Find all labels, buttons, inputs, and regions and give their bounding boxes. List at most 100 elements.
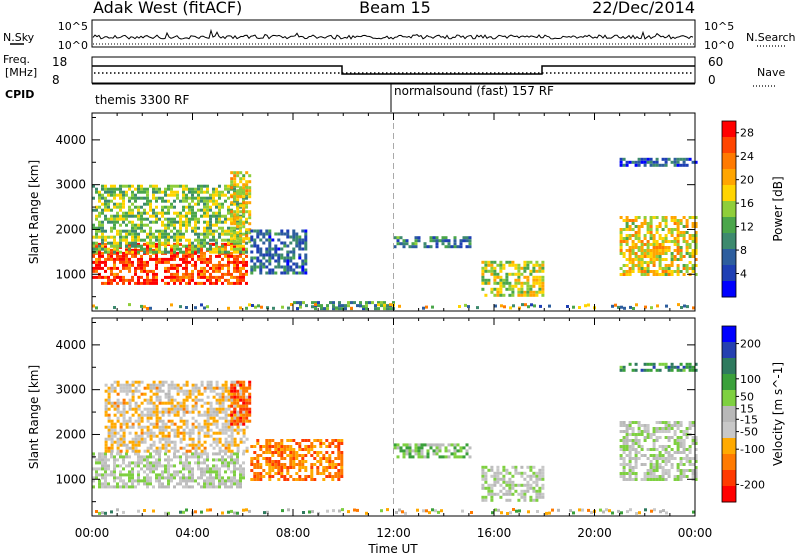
noise-search-label: N.Search <box>746 31 796 44</box>
scatter-cell <box>131 485 134 489</box>
scatter-cell <box>694 249 698 252</box>
scatter-cell <box>134 193 137 197</box>
scatter-cell <box>676 163 680 167</box>
y-tick-label: 4000 <box>55 338 86 352</box>
scatter-cell <box>523 471 527 475</box>
scatter-cell <box>119 422 123 426</box>
scatter-cell <box>646 433 650 436</box>
scatter-cell <box>218 476 221 480</box>
scatter-cell <box>688 261 692 264</box>
scatter-cell <box>215 407 219 411</box>
scatter-cell <box>347 301 350 305</box>
scatter-cell <box>670 228 674 231</box>
scatter-cell <box>664 472 668 475</box>
noise-cell <box>464 303 467 307</box>
scatter-cell <box>212 275 215 279</box>
scatter-cell <box>185 407 189 411</box>
scatter-cell <box>185 269 188 273</box>
scatter-cell <box>245 205 248 209</box>
scatter-cell <box>98 455 101 459</box>
colorbar-swatch <box>722 185 736 202</box>
scatter-cell <box>113 476 116 480</box>
scatter-cell <box>176 232 179 236</box>
scatter-cell <box>245 281 248 285</box>
noise-cell <box>650 509 653 513</box>
scatter-cell <box>688 451 692 454</box>
scatter-cell <box>245 237 249 241</box>
scatter-cell <box>131 229 134 233</box>
scatter-cell <box>164 241 167 245</box>
scatter-cell <box>517 471 521 475</box>
scatter-cell <box>283 475 287 478</box>
scatter-cell <box>167 485 170 489</box>
scatter-cell <box>98 485 101 489</box>
scatter-cell <box>191 407 195 411</box>
scatter-cell <box>338 307 341 311</box>
scatter-cell <box>481 287 485 291</box>
scatter-cell <box>679 222 683 225</box>
scatter-cell <box>670 454 674 457</box>
scatter-cell <box>149 199 152 203</box>
scatter-cell <box>685 362 689 366</box>
scatter-cell <box>92 196 95 200</box>
scatter-cell <box>655 231 659 234</box>
noise-cell <box>359 304 362 308</box>
scatter-cell <box>218 398 222 402</box>
scatter-cell <box>646 246 650 249</box>
scatter-cell <box>131 470 134 474</box>
scatter-cell <box>230 210 234 214</box>
scatter-cell <box>245 449 249 453</box>
noise-cell <box>110 510 113 514</box>
scatter-cell <box>224 422 228 426</box>
scatter-cell <box>167 395 171 399</box>
scatter-cell <box>173 449 177 453</box>
scatter-cell <box>245 419 249 423</box>
scatter-cell <box>283 256 287 260</box>
noise-cell <box>503 305 506 309</box>
scatter-cell <box>682 240 686 243</box>
colorbar-tick-label: 28 <box>740 127 754 140</box>
scatter-cell <box>230 389 234 393</box>
scatter-cell <box>236 216 240 220</box>
scatter-cell <box>230 452 233 456</box>
scatter-cell <box>685 460 689 463</box>
scatter-cell <box>688 365 692 369</box>
scatter-cell <box>218 440 222 444</box>
scatter-cell <box>182 272 185 276</box>
scatter-cell <box>92 235 95 239</box>
scatter-cell <box>405 452 409 456</box>
scatter-cell <box>248 228 252 232</box>
scatter-cell <box>523 281 527 285</box>
scatter-cell <box>526 293 530 297</box>
noise-cell <box>98 511 101 515</box>
scatter-cell <box>490 287 494 291</box>
scatter-cell <box>92 208 95 212</box>
scatter-cell <box>161 470 164 474</box>
scatter-cell <box>131 244 134 248</box>
scatter-cell <box>233 174 237 178</box>
scatter-cell <box>646 472 650 475</box>
scatter-cell <box>206 479 209 483</box>
scatter-cell <box>110 248 113 252</box>
scatter-cell <box>453 443 457 447</box>
scatter-cell <box>325 445 329 448</box>
scatter-cell <box>304 241 308 245</box>
scatter-cell <box>664 216 668 219</box>
scatter-cell <box>661 454 665 457</box>
scatter-cell <box>529 483 533 487</box>
scatter-cell <box>215 419 219 423</box>
scatter-cell <box>236 380 240 384</box>
scatter-cell <box>140 425 144 429</box>
scatter-cell <box>236 210 240 214</box>
scatter-cell <box>496 281 500 285</box>
scatter-cell <box>173 263 176 267</box>
scatter-cell <box>417 452 421 456</box>
scatter-cell <box>280 445 284 448</box>
scatter-cell <box>646 270 650 273</box>
scatter-cell <box>541 468 545 472</box>
scatter-cell <box>113 401 117 405</box>
scatter-cell <box>517 281 521 285</box>
scatter-cell <box>685 252 689 255</box>
scatter-cell <box>283 448 287 451</box>
scatter-cell <box>640 264 644 267</box>
